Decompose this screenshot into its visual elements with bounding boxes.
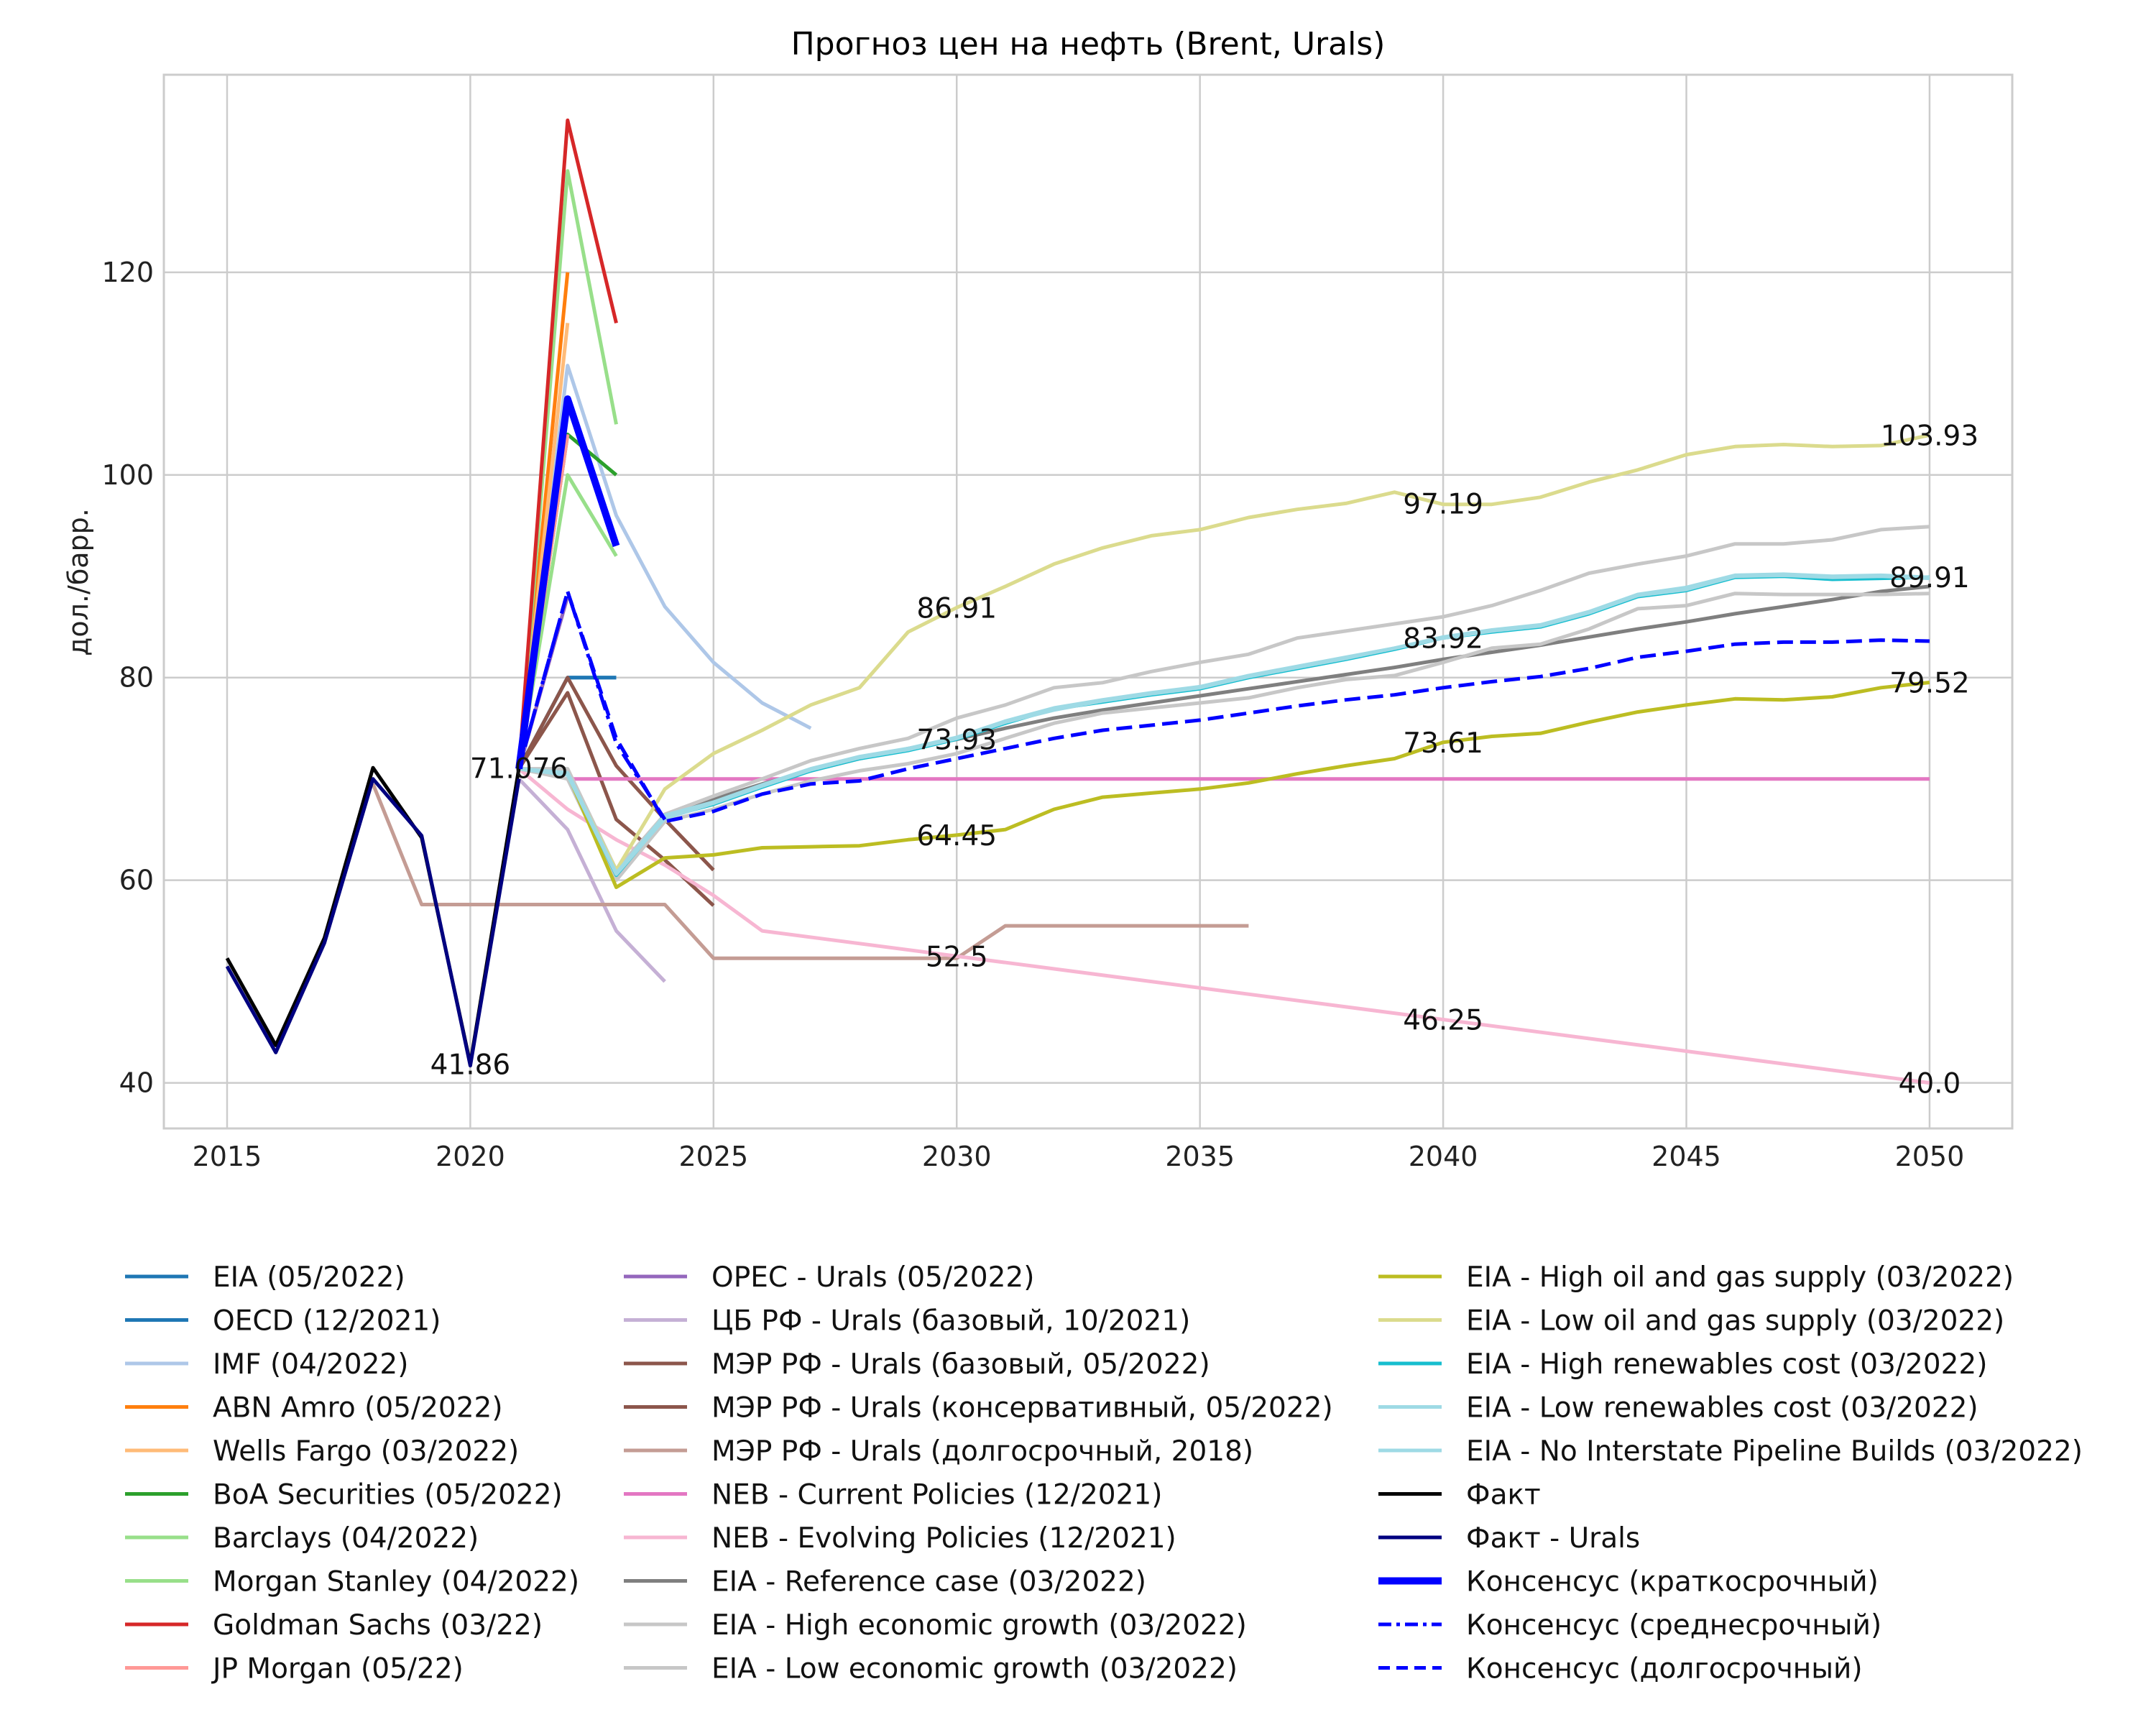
legend-label: BoA Securities (05/2022) bbox=[213, 1479, 563, 1512]
legend-label: Факт - Urals bbox=[1466, 1522, 1640, 1555]
data-label: 73.61 bbox=[1403, 727, 1483, 760]
x-tick-label: 2020 bbox=[436, 1141, 505, 1172]
y-tick-label: 40 bbox=[119, 1067, 154, 1099]
data-label: 83.92 bbox=[1403, 622, 1483, 655]
legend-label: OECD (12/2021) bbox=[213, 1305, 441, 1338]
data-label: 79.52 bbox=[1889, 667, 1970, 699]
legend-label: NEB - Current Policies (12/2021) bbox=[711, 1479, 1162, 1512]
data-label: 86.91 bbox=[916, 592, 997, 625]
legend-label: Факт bbox=[1466, 1479, 1541, 1512]
legend-label: Goldman Sachs (03/22) bbox=[213, 1609, 543, 1642]
legend-label: ABN Amro (05/2022) bbox=[213, 1392, 503, 1425]
legend-label: Консенсус (краткосрочный) bbox=[1466, 1566, 1879, 1598]
y-axis-label: дол./барр. bbox=[63, 508, 94, 656]
series-line-27 bbox=[225, 777, 521, 1068]
legend-label: EIA - Low economic growth (03/2022) bbox=[711, 1653, 1238, 1685]
x-tick-label: 2025 bbox=[678, 1141, 748, 1172]
x-tick-label: 2050 bbox=[1895, 1141, 1965, 1172]
legend-label: OPEC - Urals (05/2022) bbox=[711, 1261, 1034, 1294]
series-line-17 bbox=[517, 767, 1930, 1085]
x-tick-label: 2045 bbox=[1651, 1141, 1721, 1172]
legend-label: EIA - Low renewables cost (03/2022) bbox=[1466, 1392, 1978, 1425]
legend-label: МЭР РФ - Urals (консервативный, 05/2022) bbox=[711, 1392, 1333, 1425]
x-tick-label: 2035 bbox=[1165, 1141, 1235, 1172]
legend-label: Morgan Stanley (04/2022) bbox=[213, 1566, 579, 1598]
legend-label: Barclays (04/2022) bbox=[213, 1522, 479, 1555]
series-line-28 bbox=[515, 395, 620, 770]
x-tick-label: 2040 bbox=[1409, 1141, 1478, 1172]
legend-label: EIA - Reference case (03/2022) bbox=[711, 1566, 1146, 1598]
series-line-22 bbox=[518, 433, 1930, 872]
data-label: 46.25 bbox=[1403, 1004, 1483, 1036]
data-label: 97.19 bbox=[1403, 488, 1483, 520]
data-label: 41.86 bbox=[430, 1049, 511, 1081]
legend-label: Консенсус (среднесрочный) bbox=[1466, 1609, 1881, 1642]
legend-label: МЭР РФ - Urals (долгосрочный, 2018) bbox=[711, 1435, 1253, 1468]
data-label: 73.93 bbox=[916, 724, 997, 756]
legend-label: EIA (05/2022) bbox=[213, 1261, 405, 1294]
grid-lines bbox=[164, 75, 2012, 1128]
chart-title: Прогноз цен на нефть (Brent, Urals) bbox=[791, 26, 1386, 63]
legend-label: EIA - High economic growth (03/2022) bbox=[711, 1609, 1247, 1642]
data-label: 64.45 bbox=[916, 820, 997, 852]
legend-label: EIA - Low oil and gas supply (03/2022) bbox=[1466, 1305, 2004, 1338]
y-tick-label: 120 bbox=[101, 257, 154, 288]
series-lines bbox=[225, 118, 1930, 1085]
legend-label: NEB - Evolving Policies (12/2021) bbox=[711, 1522, 1176, 1555]
data-label: 89.91 bbox=[1889, 562, 1970, 594]
series-line-30 bbox=[517, 589, 1930, 824]
series-line-19 bbox=[519, 525, 1930, 872]
series-line-18 bbox=[518, 584, 1930, 878]
legend-label: EIA - No Interstate Pipeline Builds (03/… bbox=[1466, 1435, 2083, 1468]
series-line-20 bbox=[518, 592, 1930, 883]
legend-label: JP Morgan (05/22) bbox=[211, 1653, 464, 1685]
legend-label: ЦБ РФ - Urals (базовый, 10/2021) bbox=[711, 1305, 1190, 1338]
data-label: 71.076 bbox=[470, 753, 568, 786]
series-line-24 bbox=[518, 572, 1930, 875]
data-label: 40.0 bbox=[1899, 1068, 1961, 1100]
series-line-9 bbox=[517, 118, 618, 769]
series-line-15 bbox=[371, 783, 1249, 960]
series-line-12 bbox=[517, 777, 666, 983]
legend-label: IMF (04/2022) bbox=[213, 1348, 408, 1381]
y-tick-label: 60 bbox=[119, 865, 154, 896]
series-line-3 bbox=[517, 364, 812, 769]
plot-area-frame bbox=[162, 73, 2014, 1130]
x-tick-label: 2030 bbox=[922, 1141, 992, 1172]
axis-ticks: 2015 2020 2025 2030 2035 2040 2045 2050 40 60 80 10… bbox=[101, 257, 1964, 1172]
data-label: 103.93 bbox=[1881, 420, 1978, 452]
series-line-13 bbox=[517, 676, 715, 872]
legend-label: EIA - High renewables cost (03/2022) bbox=[1466, 1348, 1987, 1381]
y-tick-label: 100 bbox=[101, 459, 154, 491]
series-line-21 bbox=[518, 681, 1930, 889]
legend-label: МЭР РФ - Urals (базовый, 05/2022) bbox=[711, 1348, 1210, 1381]
y-tick-label: 80 bbox=[119, 662, 154, 694]
series-line-26 bbox=[225, 765, 521, 1066]
legend: EIA (05/2022) OECD (12/2021) IMF (04/2022)… bbox=[125, 1261, 2083, 1685]
legend-label: Wells Fargo (03/2022) bbox=[213, 1435, 519, 1468]
series-line-25 bbox=[518, 573, 1930, 876]
x-tick-label: 2015 bbox=[193, 1141, 262, 1172]
legend-label: EIA - High oil and gas supply (03/2022) bbox=[1466, 1261, 2014, 1294]
series-line-23 bbox=[518, 574, 1930, 878]
legend-label: Консенсус (долгосрочный) bbox=[1466, 1653, 1863, 1685]
value-annotations: 71.076 41.86 86.91 73.93 64.45 52.5 97.19 83.92… bbox=[430, 420, 1979, 1100]
data-label: 52.5 bbox=[926, 941, 988, 973]
